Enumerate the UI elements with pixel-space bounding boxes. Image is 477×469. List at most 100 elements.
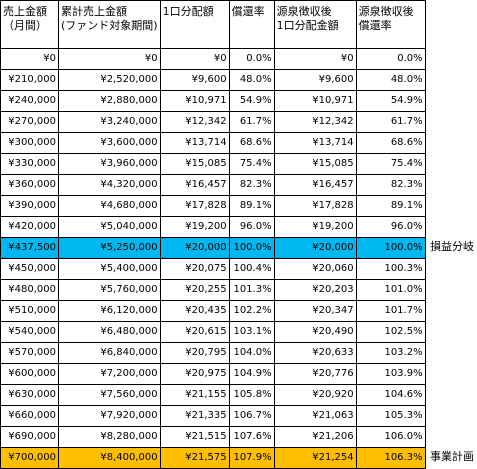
redemption-rate-cell: 107.6% (228, 426, 275, 448)
redemption-rate-cell: 100.4% (228, 258, 275, 280)
distribution-cell: ¥21,575 (159, 447, 230, 469)
monthly-sales-cell: ¥420,000 (0, 216, 59, 238)
monthly-sales-cell: ¥210,000 (0, 69, 59, 91)
redemption-rate-cell: 103.1% (228, 321, 275, 343)
monthly-sales-cell: ¥660,000 (0, 405, 59, 427)
after-tax-redemption-cell: 96.0% (355, 216, 426, 238)
after-tax-redemption-cell: 102.5% (355, 321, 426, 343)
redemption-rate-cell: 107.9% (228, 447, 275, 469)
after-tax-distribution-cell: ¥12,342 (273, 111, 357, 133)
monthly-sales-cell: ¥450,000 (0, 258, 59, 280)
after-tax-distribution-cell: ¥20,060 (273, 258, 357, 280)
table-row: ¥420,000 ¥5,040,000 ¥19,200 96.0% ¥19,200 96.… (0, 216, 426, 238)
monthly-sales-cell: ¥390,000 (0, 195, 59, 217)
table-body: ¥0 ¥0 ¥0 0.0% ¥0 0.0% ¥210,000 ¥2,520,000 ¥9,600… (0, 48, 426, 469)
distribution-cell: ¥21,155 (159, 384, 230, 406)
after-tax-distribution-cell: ¥20,490 (273, 321, 357, 343)
cumulative-sales-cell: ¥7,200,000 (58, 363, 161, 385)
after-tax-distribution-cell: ¥15,085 (273, 153, 357, 175)
redemption-rate-cell: 100.0% (228, 237, 275, 259)
redemption-rate-cell: 68.6% (228, 132, 275, 154)
business-plan-label: 事業計画 (430, 450, 474, 463)
table-row: ¥360,000 ¥4,320,000 ¥16,457 82.3% ¥16,457 82.… (0, 174, 426, 196)
redemption-rate-cell: 106.7% (228, 405, 275, 427)
redemption-rate-cell: 75.4% (228, 153, 275, 175)
monthly-sales-cell: ¥690,000 (0, 426, 59, 448)
after-tax-redemption-cell: 106.3% (355, 447, 426, 469)
redemption-rate-cell: 96.0% (228, 216, 275, 238)
monthly-sales-cell: ¥630,000 (0, 384, 59, 406)
table-row: ¥690,000 ¥8,280,000 ¥21,515 107.6% ¥21,206 10… (0, 426, 426, 448)
after-tax-redemption-cell: 103.9% (355, 363, 426, 385)
after-tax-redemption-cell: 105.3% (355, 405, 426, 427)
table-row: ¥240,000 ¥2,880,000 ¥10,971 54.9% ¥10,971 54.… (0, 90, 426, 112)
distribution-cell: ¥20,795 (159, 342, 230, 364)
cumulative-sales-cell: ¥8,280,000 (58, 426, 161, 448)
after-tax-redemption-cell: 61.7% (355, 111, 426, 133)
cumulative-sales-cell: ¥3,960,000 (58, 153, 161, 175)
after-tax-distribution-cell: ¥20,203 (273, 279, 357, 301)
cumulative-sales-cell: ¥5,040,000 (58, 216, 161, 238)
cumulative-sales-cell: ¥6,840,000 (58, 342, 161, 364)
distribution-cell: ¥19,200 (159, 216, 230, 238)
monthly-sales-cell: ¥600,000 (0, 363, 59, 385)
monthly-sales-cell: ¥360,000 (0, 174, 59, 196)
table-row: ¥480,000 ¥5,760,000 ¥20,255 101.3% ¥20,203 10… (0, 279, 426, 301)
redemption-rate-cell: 101.3% (228, 279, 275, 301)
after-tax-redemption-cell: 82.3% (355, 174, 426, 196)
after-tax-redemption-cell: 100.0% (355, 237, 426, 259)
distribution-cell: ¥20,615 (159, 321, 230, 343)
cumulative-sales-cell: ¥5,400,000 (58, 258, 161, 280)
after-tax-redemption-cell: 106.0% (355, 426, 426, 448)
cumulative-sales-cell: ¥4,320,000 (58, 174, 161, 196)
cumulative-sales-cell: ¥7,560,000 (58, 384, 161, 406)
redemption-rate-cell: 104.9% (228, 363, 275, 385)
distribution-table: 売上金額 （月間） 累計売上金額 (ファンド対象期間) 1口分配額 償還率 源泉徴収… (0, 0, 426, 469)
after-tax-distribution-cell: ¥20,776 (273, 363, 357, 385)
distribution-cell: ¥0 (159, 48, 230, 70)
after-tax-redemption-cell: 48.0% (355, 69, 426, 91)
cumulative-sales-cell: ¥2,880,000 (58, 90, 161, 112)
redemption-rate-cell: 104.0% (228, 342, 275, 364)
after-tax-redemption-cell: 100.3% (355, 258, 426, 280)
after-tax-redemption-cell: 75.4% (355, 153, 426, 175)
distribution-cell: ¥20,000 (159, 237, 230, 259)
distribution-cell: ¥17,828 (159, 195, 230, 217)
after-tax-distribution-cell: ¥21,206 (273, 426, 357, 448)
distribution-cell: ¥15,085 (159, 153, 230, 175)
header-after-tax-redemption-rate: 源泉徴収後 償還率 (355, 0, 426, 49)
monthly-sales-cell: ¥437,500 (0, 237, 59, 259)
redemption-rate-cell: 54.9% (228, 90, 275, 112)
after-tax-redemption-cell: 101.0% (355, 279, 426, 301)
cumulative-sales-cell: ¥5,760,000 (58, 279, 161, 301)
after-tax-distribution-cell: ¥20,633 (273, 342, 357, 364)
redemption-rate-cell: 102.2% (228, 300, 275, 322)
cumulative-sales-cell: ¥0 (58, 48, 161, 70)
distribution-cell: ¥9,600 (159, 69, 230, 91)
table-row: ¥390,000 ¥4,680,000 ¥17,828 89.1% ¥17,828 89.… (0, 195, 426, 217)
table-row: ¥210,000 ¥2,520,000 ¥9,600 48.0% ¥9,600 48.0% (0, 69, 426, 91)
after-tax-distribution-cell: ¥20,347 (273, 300, 357, 322)
after-tax-distribution-cell: ¥10,971 (273, 90, 357, 112)
after-tax-distribution-cell: ¥0 (273, 48, 357, 70)
after-tax-redemption-cell: 54.9% (355, 90, 426, 112)
header-row: 売上金額 （月間） 累計売上金額 (ファンド対象期間) 1口分配額 償還率 源泉徴収… (0, 0, 426, 49)
table-row: ¥330,000 ¥3,960,000 ¥15,085 75.4% ¥15,085 75.… (0, 153, 426, 175)
after-tax-redemption-cell: 103.2% (355, 342, 426, 364)
distribution-cell: ¥21,515 (159, 426, 230, 448)
after-tax-redemption-cell: 89.1% (355, 195, 426, 217)
cumulative-sales-cell: ¥8,400,000 (58, 447, 161, 469)
table-row: ¥630,000 ¥7,560,000 ¥21,155 105.8% ¥20,920 10… (0, 384, 426, 406)
header-after-tax-distribution: 源泉徴収後 1口分配金額 (273, 0, 357, 49)
after-tax-distribution-cell: ¥20,920 (273, 384, 357, 406)
table-row: ¥570,000 ¥6,840,000 ¥20,795 104.0% ¥20,633 10… (0, 342, 426, 364)
distribution-cell: ¥20,255 (159, 279, 230, 301)
monthly-sales-cell: ¥510,000 (0, 300, 59, 322)
monthly-sales-cell: ¥270,000 (0, 111, 59, 133)
monthly-sales-cell: ¥300,000 (0, 132, 59, 154)
after-tax-distribution-cell: ¥16,457 (273, 174, 357, 196)
distribution-cell: ¥13,714 (159, 132, 230, 154)
redemption-rate-cell: 82.3% (228, 174, 275, 196)
redemption-rate-cell: 89.1% (228, 195, 275, 217)
after-tax-redemption-cell: 68.6% (355, 132, 426, 154)
